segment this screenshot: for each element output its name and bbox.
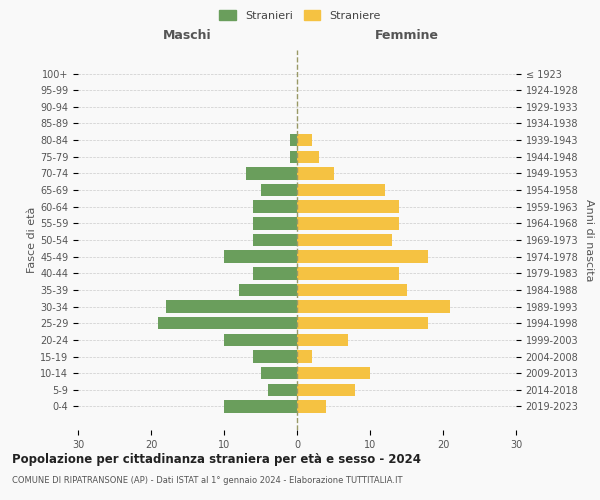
Bar (297, 150, 319, 163)
Bar (297, 167, 334, 179)
Bar (290, 150, 297, 163)
Bar (166, 300, 297, 313)
Bar (297, 317, 428, 330)
Bar (253, 350, 297, 363)
Bar (297, 267, 399, 280)
Bar (268, 384, 297, 396)
Legend: Stranieri, Straniere: Stranieri, Straniere (215, 6, 385, 25)
Bar (297, 200, 399, 213)
Bar (224, 250, 297, 263)
Text: COMUNE DI RIPATRANSONE (AP) - Dati ISTAT al 1° gennaio 2024 - Elaborazione TUTTI: COMUNE DI RIPATRANSONE (AP) - Dati ISTAT… (12, 476, 403, 485)
Text: Femmine: Femmine (374, 30, 439, 43)
Y-axis label: Anni di nascita: Anni di nascita (584, 198, 594, 281)
Bar (246, 167, 297, 179)
Bar (297, 134, 311, 146)
Bar (253, 217, 297, 230)
Text: Maschi: Maschi (163, 30, 212, 43)
Bar (297, 350, 311, 363)
Bar (260, 367, 297, 380)
Bar (297, 184, 385, 196)
Bar (224, 400, 297, 412)
Bar (290, 134, 297, 146)
Bar (260, 184, 297, 196)
Bar (297, 300, 450, 313)
Bar (253, 234, 297, 246)
Bar (253, 267, 297, 280)
Bar (239, 284, 297, 296)
Bar (297, 334, 348, 346)
Bar (297, 400, 326, 412)
Text: Popolazione per cittadinanza straniera per età e sesso - 2024: Popolazione per cittadinanza straniera p… (12, 452, 421, 466)
Bar (253, 200, 297, 213)
Bar (297, 250, 428, 263)
Bar (224, 334, 297, 346)
Bar (297, 234, 392, 246)
Bar (297, 284, 407, 296)
Bar (297, 217, 399, 230)
Bar (297, 367, 370, 380)
Y-axis label: Fasce di età: Fasce di età (27, 207, 37, 273)
Bar (158, 317, 297, 330)
Bar (297, 384, 355, 396)
